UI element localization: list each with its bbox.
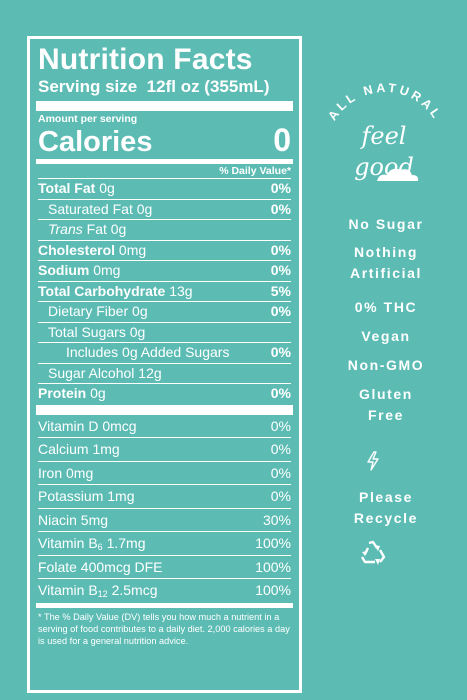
nutrient-row: Sodium 0mg 0%: [38, 261, 291, 282]
nutrient-row: Trans Fat 0g: [38, 220, 291, 241]
serving-size: Serving size 12fl oz (355mL): [38, 77, 270, 96]
claim-vegan: Vegan: [361, 328, 411, 344]
daily-value-header: % Daily Value*: [38, 164, 291, 179]
nutrient-row: Sugar Alcohol 12g: [38, 364, 291, 384]
claim-nothing: Nothing: [353, 244, 419, 260]
feel-good-badge: ALL NATURAL feel good: [325, 81, 444, 181]
claim-artificial: Artificial: [349, 265, 422, 281]
all-natural-arc-text: ALL NATURAL: [325, 81, 441, 123]
claim-no-sugar: No Sugar: [348, 216, 424, 232]
nutrient-row: Total Carbohydrate 13g 5%: [38, 282, 291, 302]
nutrient-row: Protein 0g 0%: [38, 385, 291, 401]
calories-label: Calories: [38, 126, 153, 158]
nutrient-row: Saturated Fat 0g 0%: [38, 200, 291, 220]
vitamin-row: Potassium 1mg 0%: [38, 485, 291, 509]
nutrient-row: Includes 0g Added Sugars 0%: [38, 343, 291, 364]
claim-gluten: Gluten: [359, 386, 413, 402]
nutrient-row: Cholesterol 0mg 0%: [38, 241, 291, 261]
nutrient-row: Total Fat 0g 0%: [38, 179, 291, 200]
thick-divider: [36, 101, 293, 111]
vitamin-row: Niacin 5mg 30%: [38, 509, 291, 532]
cloud-icon: [377, 168, 419, 181]
claim-free: Free: [368, 407, 404, 423]
footnote: * The % Daily Value (DV) tells you how m…: [38, 611, 290, 646]
nutrient-row: Dietary Fiber 0g 0%: [38, 302, 291, 323]
vitamin-row: Vitamin D 0mcg 0%: [38, 415, 291, 438]
recycle-message: Please Recycle: [305, 487, 467, 529]
vitamin-row: Iron 0mg 0%: [38, 462, 291, 485]
vitamin-row: Vitamin B12 2.5mcg 100%: [38, 582, 291, 599]
claims-list: No Sugar Nothing Artificial 0% THC Vegan…: [305, 214, 467, 426]
vitamin-row: Vitamin B6 1.7mg 100%: [38, 532, 291, 556]
nutrition-facts-panel: Nutrition Facts Serving size 12fl oz (35…: [27, 36, 302, 693]
recycle-please: Please: [359, 489, 413, 505]
medium-divider: [36, 159, 293, 164]
nutrition-title: Nutrition Facts: [38, 43, 253, 76]
amount-per-serving: Amount per serving: [38, 113, 138, 125]
thick-divider: [36, 404, 293, 415]
lightning-icon: [367, 451, 379, 471]
nutrient-row: Total Sugars 0g: [38, 323, 291, 343]
feel-text: feel: [360, 122, 407, 150]
medium-divider: [36, 602, 293, 608]
claim-thc: 0% THC: [354, 299, 418, 315]
vitamin-row: Calcium 1mg 0%: [38, 438, 291, 462]
calories-row: Calories 0: [38, 122, 291, 158]
claim-non-gmo: Non-GMO: [347, 357, 425, 373]
svg-text:ALL NATURAL: ALL NATURAL: [325, 81, 444, 123]
calories-value: 0: [273, 122, 291, 158]
recycle-icon: [360, 540, 386, 565]
vitamin-row: Folate 400mcg DFE 100%: [38, 556, 291, 579]
recycle-label: Recycle: [353, 510, 419, 526]
